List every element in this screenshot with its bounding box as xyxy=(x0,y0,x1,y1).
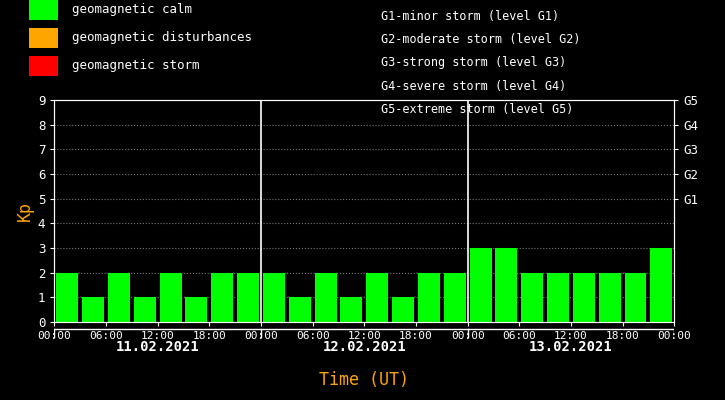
Bar xyxy=(186,297,207,322)
Bar xyxy=(57,273,78,322)
Bar xyxy=(624,273,647,322)
Text: geomagnetic disturbances: geomagnetic disturbances xyxy=(72,32,252,44)
Bar xyxy=(470,248,492,322)
Text: geomagnetic storm: geomagnetic storm xyxy=(72,60,200,72)
Bar xyxy=(160,273,181,322)
Bar xyxy=(392,297,414,322)
Bar xyxy=(366,273,388,322)
Bar xyxy=(599,273,621,322)
Bar xyxy=(547,273,569,322)
Text: G3-strong storm (level G3): G3-strong storm (level G3) xyxy=(381,56,566,69)
Bar xyxy=(495,248,518,322)
Bar xyxy=(521,273,543,322)
Bar xyxy=(650,248,672,322)
Text: Time (UT): Time (UT) xyxy=(319,371,410,389)
Bar xyxy=(289,297,311,322)
Text: G4-severe storm (level G4): G4-severe storm (level G4) xyxy=(381,80,566,93)
Text: 13.02.2021: 13.02.2021 xyxy=(529,340,613,354)
Bar xyxy=(82,297,104,322)
Bar xyxy=(237,273,259,322)
Bar xyxy=(573,273,594,322)
Text: 11.02.2021: 11.02.2021 xyxy=(116,340,199,354)
Text: 12.02.2021: 12.02.2021 xyxy=(323,340,406,354)
Bar xyxy=(263,273,285,322)
Bar xyxy=(444,273,465,322)
Bar xyxy=(134,297,156,322)
Bar xyxy=(211,273,233,322)
Text: G1-minor storm (level G1): G1-minor storm (level G1) xyxy=(381,10,559,23)
Text: geomagnetic calm: geomagnetic calm xyxy=(72,4,193,16)
Bar xyxy=(315,273,336,322)
Bar xyxy=(418,273,440,322)
Y-axis label: Kp: Kp xyxy=(16,201,33,221)
Bar xyxy=(108,273,130,322)
Text: G2-moderate storm (level G2): G2-moderate storm (level G2) xyxy=(381,33,580,46)
Bar xyxy=(341,297,362,322)
Text: G5-extreme storm (level G5): G5-extreme storm (level G5) xyxy=(381,103,573,116)
